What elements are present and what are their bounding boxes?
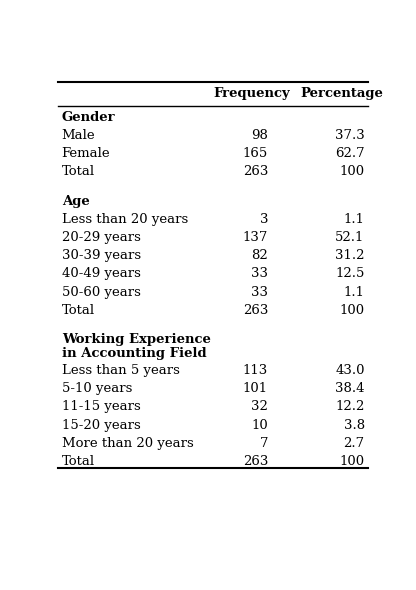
Text: Male: Male — [62, 129, 95, 142]
Text: Total: Total — [62, 165, 95, 178]
Text: Total: Total — [62, 455, 95, 468]
Text: 10: 10 — [251, 419, 268, 432]
Text: 263: 263 — [243, 455, 268, 468]
Text: 3.8: 3.8 — [344, 419, 365, 432]
Text: in Accounting Field: in Accounting Field — [62, 346, 206, 359]
Text: Gender: Gender — [62, 111, 115, 124]
Text: 2.7: 2.7 — [344, 437, 365, 450]
Text: 165: 165 — [243, 147, 268, 160]
Text: 37.3: 37.3 — [335, 129, 365, 142]
Text: 263: 263 — [243, 304, 268, 317]
Text: More than 20 years: More than 20 years — [62, 437, 193, 450]
Text: 40-49 years: 40-49 years — [62, 267, 141, 280]
Text: 11-15 years: 11-15 years — [62, 401, 141, 414]
Text: 12.2: 12.2 — [335, 401, 365, 414]
Text: 12.5: 12.5 — [335, 267, 365, 280]
Text: Less than 5 years: Less than 5 years — [62, 364, 180, 377]
Text: 113: 113 — [243, 364, 268, 377]
Text: 5-10 years: 5-10 years — [62, 382, 132, 395]
Text: 1.1: 1.1 — [344, 286, 365, 299]
Text: 33: 33 — [251, 286, 268, 299]
Text: 30-39 years: 30-39 years — [62, 249, 141, 262]
Text: 82: 82 — [251, 249, 268, 262]
Text: 38.4: 38.4 — [335, 382, 365, 395]
Text: 7: 7 — [260, 437, 268, 450]
Text: Working Experience: Working Experience — [62, 333, 210, 346]
Text: Age: Age — [62, 195, 89, 208]
Text: 32: 32 — [251, 401, 268, 414]
Text: 98: 98 — [251, 129, 268, 142]
Text: 3: 3 — [260, 213, 268, 226]
Text: 52.1: 52.1 — [335, 231, 365, 244]
Text: 101: 101 — [243, 382, 268, 395]
Text: Frequency: Frequency — [213, 87, 290, 100]
Text: 100: 100 — [339, 455, 365, 468]
Text: 33: 33 — [251, 267, 268, 280]
Text: 100: 100 — [339, 304, 365, 317]
Text: 137: 137 — [243, 231, 268, 244]
Text: 15-20 years: 15-20 years — [62, 419, 141, 432]
Text: Female: Female — [62, 147, 110, 160]
Text: Less than 20 years: Less than 20 years — [62, 213, 188, 226]
Text: 1.1: 1.1 — [344, 213, 365, 226]
Text: 263: 263 — [243, 165, 268, 178]
Text: 50-60 years: 50-60 years — [62, 286, 141, 299]
Text: 20-29 years: 20-29 years — [62, 231, 141, 244]
Text: Percentage: Percentage — [301, 87, 384, 100]
Text: 62.7: 62.7 — [335, 147, 365, 160]
Text: 100: 100 — [339, 165, 365, 178]
Text: Total: Total — [62, 304, 95, 317]
Text: 43.0: 43.0 — [335, 364, 365, 377]
Text: 31.2: 31.2 — [335, 249, 365, 262]
